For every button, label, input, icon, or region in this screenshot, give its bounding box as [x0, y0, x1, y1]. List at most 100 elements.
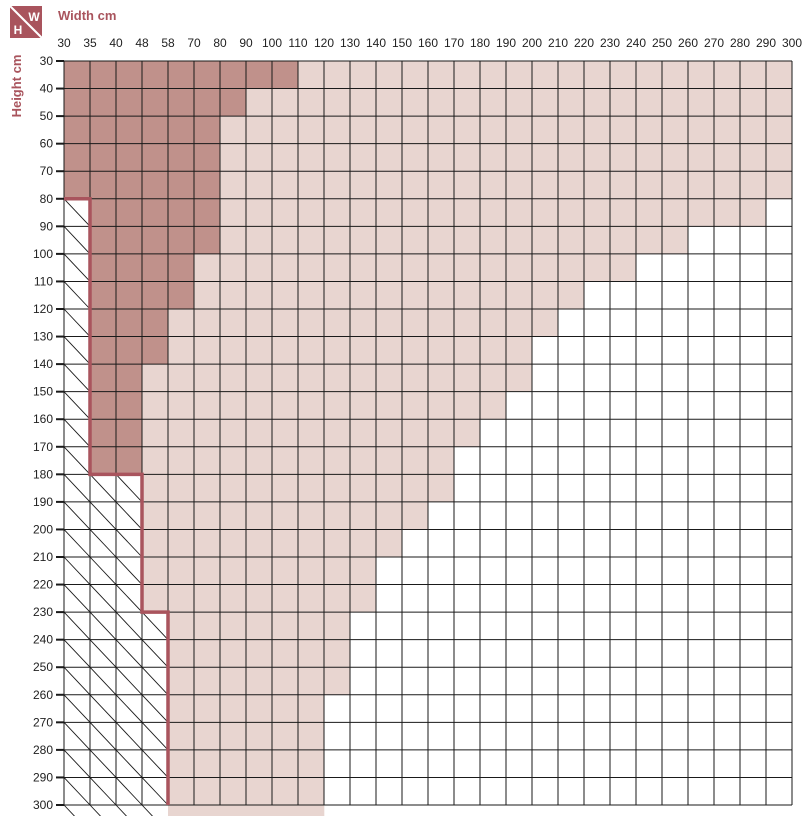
light-cell-240-58 — [168, 639, 195, 668]
hatch-line-290-35 — [89, 777, 117, 806]
light-cell-210-70 — [194, 557, 221, 585]
light-cell-30-170 — [454, 61, 481, 89]
light-cell-160-160 — [428, 419, 455, 448]
light-cell-110-160 — [428, 281, 455, 310]
light-cell-60-160 — [428, 143, 455, 172]
dark-cell-80-35 — [90, 198, 117, 227]
light-cell-140-160 — [428, 364, 455, 392]
light-cell-90-190 — [506, 226, 533, 255]
light-cell-100-210 — [558, 253, 585, 282]
light-cell-50-100 — [272, 116, 299, 144]
hatch-line-220-30 — [63, 584, 91, 613]
light-cell-40-230 — [610, 88, 637, 117]
light-cell-180-160 — [428, 474, 455, 503]
light-cell-240-100 — [272, 639, 299, 668]
hatch-line-160-30 — [63, 418, 91, 448]
corner-badge: W H — [9, 5, 43, 39]
light-cell-80-130 — [350, 198, 377, 227]
light-cell-90-100 — [272, 226, 299, 255]
dark-cell-130-48 — [142, 336, 169, 365]
hatch-line-230-48 — [141, 611, 169, 640]
light-cell-100-120 — [324, 253, 351, 282]
light-cell-180-110 — [298, 474, 325, 503]
x-tick-label-30: 30 — [57, 36, 71, 50]
light-cell-220-110 — [298, 584, 325, 613]
x-tick-label-80: 80 — [213, 36, 227, 50]
dark-cell-160-35 — [90, 419, 117, 448]
light-cell-90-230 — [610, 226, 637, 255]
light-cell-200-48 — [142, 529, 169, 558]
light-cell-110-150 — [402, 281, 429, 310]
light-cell-100-100 — [272, 253, 299, 282]
light-cell-90-90 — [246, 226, 273, 255]
restriction-boundary — [64, 197, 170, 805]
light-cell-260-100 — [272, 694, 299, 723]
light-cell-60-250 — [662, 143, 689, 172]
light-cell-60-150 — [402, 143, 429, 172]
light-cell-40-240 — [636, 88, 663, 117]
light-cell-200-58 — [168, 529, 195, 558]
light-cell-300-100 — [272, 805, 299, 816]
light-cell-50-90 — [246, 116, 273, 144]
light-cell-150-90 — [246, 391, 273, 420]
light-cell-140-58 — [168, 364, 195, 392]
light-cell-140-140 — [376, 364, 403, 392]
light-cell-40-160 — [428, 88, 455, 117]
light-cell-120-130 — [350, 309, 377, 337]
dark-cell-70-48 — [142, 171, 169, 200]
light-cell-220-90 — [246, 584, 273, 613]
y-tick-label-220: 220 — [33, 578, 53, 592]
y-tick-label-260: 260 — [33, 688, 53, 702]
light-cell-80-210 — [558, 198, 585, 227]
light-cell-260-80 — [220, 694, 247, 723]
hatch-line-300-48 — [141, 804, 153, 816]
x-tick-label-230: 230 — [600, 36, 620, 50]
y-tick-label-300: 300 — [33, 798, 53, 812]
x-tick-label-280: 280 — [730, 36, 750, 50]
dark-cell-40-80 — [220, 88, 247, 117]
light-cell-50-210 — [558, 116, 585, 144]
light-cell-60-80 — [220, 143, 247, 172]
light-cell-180-90 — [246, 474, 273, 503]
light-cell-80-200 — [532, 198, 559, 227]
light-cell-60-210 — [558, 143, 585, 172]
light-cell-50-280 — [740, 116, 767, 144]
light-cell-210-120 — [324, 557, 351, 585]
light-cell-80-190 — [506, 198, 533, 227]
light-cell-60-290 — [766, 143, 793, 172]
y-tick-label-30: 30 — [40, 54, 54, 68]
light-cell-80-260 — [688, 198, 715, 227]
dark-cell-70-30 — [64, 171, 91, 200]
light-cell-60-180 — [480, 143, 507, 172]
plot-area: 30 35 40 48 58 70 80 90 100 110 120 130 140 150 160 170… — [33, 36, 802, 816]
dark-cell-70-35 — [90, 171, 117, 200]
light-cell-290-110 — [298, 777, 325, 806]
light-cell-100-130 — [350, 253, 377, 282]
light-cell-130-170 — [454, 336, 481, 365]
light-cell-210-48 — [142, 557, 169, 585]
light-cell-150-160 — [428, 391, 455, 420]
light-cell-290-70 — [194, 777, 221, 806]
tick-label-layer: 30 35 40 48 58 70 80 90 100 110 120 130 140 150 160 170… — [33, 36, 802, 812]
light-cell-250-120 — [324, 667, 351, 696]
x-tick-label-210: 210 — [548, 36, 568, 50]
light-cell-170-160 — [428, 446, 455, 475]
badge-divider — [9, 5, 43, 39]
light-cell-140-70 — [194, 364, 221, 392]
light-cell-30-270 — [714, 61, 741, 89]
light-cell-280-100 — [272, 749, 299, 778]
y-tick-label-210: 210 — [33, 550, 53, 564]
light-cell-120-110 — [298, 309, 325, 337]
light-cell-180-150 — [402, 474, 429, 503]
light-cell-60-140 — [376, 143, 403, 172]
light-cell-70-80 — [220, 171, 247, 200]
light-cell-210-100 — [272, 557, 299, 585]
x-tick-label-270: 270 — [704, 36, 724, 50]
light-cell-300-70 — [194, 805, 221, 816]
light-cell-90-140 — [376, 226, 403, 255]
light-cell-100-170 — [454, 253, 481, 282]
light-cell-60-260 — [688, 143, 715, 172]
light-cell-90-180 — [480, 226, 507, 255]
light-cell-160-58 — [168, 419, 195, 448]
hatch-line-260-30 — [63, 694, 91, 723]
